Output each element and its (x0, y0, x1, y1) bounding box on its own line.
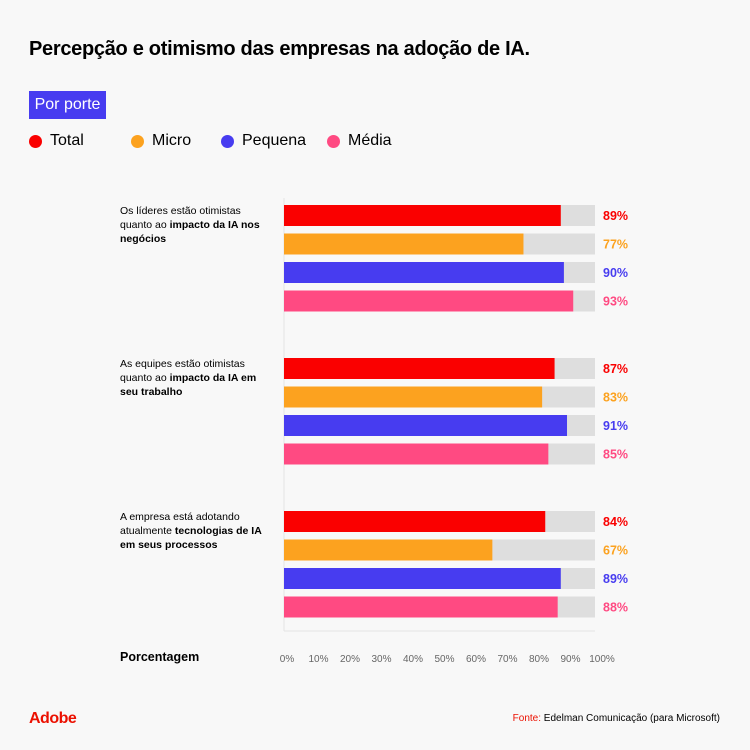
data-label: 84% (603, 515, 628, 529)
bar-pequena (284, 262, 564, 283)
bar-total (284, 205, 561, 226)
data-label: 89% (603, 572, 628, 586)
bar-pequena (284, 415, 568, 436)
data-label: 88% (603, 601, 628, 615)
legend-label: Pequena (242, 132, 307, 149)
data-label: 90% (603, 266, 628, 280)
data-label: 85% (603, 448, 628, 462)
category-label-text: A empresa está adotando atualmente (120, 511, 240, 537)
x-tick-label: 100% (589, 654, 615, 665)
bar-total (284, 358, 555, 379)
source-text: Edelman Comunicação (para Microsoft) (541, 713, 720, 724)
category-label-text: Os líderes estão otimistas quanto ao (120, 205, 241, 231)
chart-title: Percepção e otimismo das empresas na ado… (29, 38, 530, 60)
data-label: 67% (603, 544, 628, 558)
legend-label: Média (348, 132, 392, 149)
legend-item-0: Total (29, 132, 84, 150)
x-tick-label: 90% (560, 654, 580, 665)
legend-item-2: Pequena (221, 132, 306, 150)
source-label: Fonte: (512, 713, 542, 724)
legend-dot-icon (29, 134, 42, 148)
x-axis-title: Porcentagem (120, 650, 200, 664)
legend-dot-icon (327, 134, 340, 148)
source-note: Fonte: Edelman Comunicação (para Microso… (513, 713, 720, 724)
bar-total (284, 511, 546, 532)
legend-label: Micro (152, 132, 192, 149)
data-label: 93% (603, 295, 628, 309)
bar-média (284, 596, 558, 618)
bar-micro (284, 539, 493, 561)
bar-micro (284, 386, 543, 408)
category-label: Os líderes estão otimistas quanto ao imp… (120, 204, 270, 246)
category-label-text: As equipes estão otimistas quanto ao (120, 358, 245, 384)
bar-média (284, 290, 574, 312)
x-tick-label: 0% (280, 654, 295, 665)
legend-dot-icon (131, 134, 144, 148)
legend-item-3: Média (327, 132, 392, 150)
data-label: 77% (603, 238, 628, 252)
x-tick-label: 60% (466, 654, 486, 665)
category-label-bold: tecnologias de IA em seus processos (120, 525, 262, 551)
bar-pequena (284, 568, 561, 589)
category-label: As equipes estão otimistas quanto ao imp… (120, 357, 270, 399)
data-label: 91% (603, 419, 628, 433)
x-tick-label: 10% (308, 654, 328, 665)
x-tick-label: 20% (340, 654, 360, 665)
filter-badge: Por porte (29, 91, 106, 119)
legend-dot-icon (221, 134, 234, 148)
bar-média (284, 443, 549, 465)
category-label-bold: impacto da IA nos negócios (120, 219, 260, 245)
category-label-bold: impacto da IA em seu trabalho (120, 372, 257, 398)
bar-micro (284, 233, 524, 255)
data-label: 87% (603, 362, 628, 376)
legend-item-1: Micro (131, 132, 191, 150)
data-label: 89% (603, 209, 628, 223)
x-tick-label: 50% (434, 654, 454, 665)
x-tick-label: 30% (371, 654, 391, 665)
category-label: A empresa está adotando atualmente tecno… (120, 510, 270, 552)
data-label: 83% (603, 391, 628, 405)
adobe-logo: Adobe (29, 710, 77, 727)
x-tick-label: 40% (403, 654, 423, 665)
x-tick-label: 70% (497, 654, 517, 665)
x-tick-label: 80% (529, 654, 549, 665)
legend-label: Total (50, 132, 84, 149)
